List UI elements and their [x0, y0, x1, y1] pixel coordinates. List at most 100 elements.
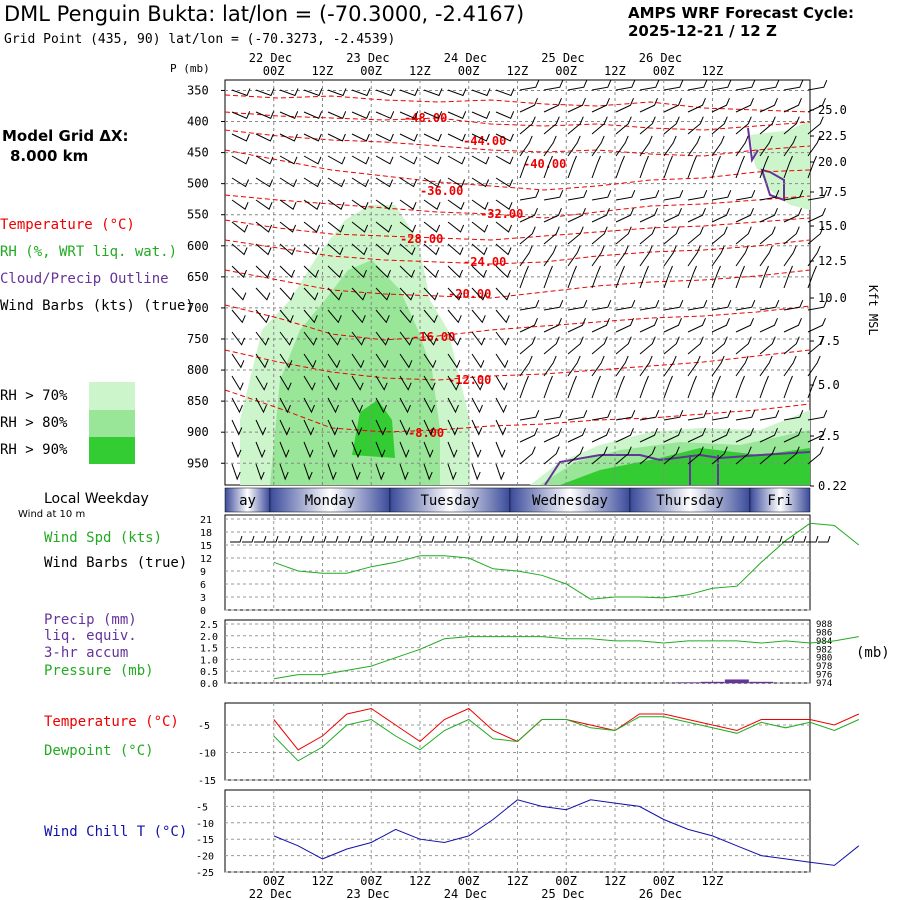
weekday-label: Local Weekday: [44, 491, 149, 507]
wind-barb: [423, 309, 438, 324]
surface-wind-barb: [698, 535, 711, 543]
wind-barb: [423, 221, 441, 233]
wind-barb: [567, 80, 588, 91]
wind-barb: [783, 265, 793, 289]
top-time-tick-label: 12Z: [312, 64, 334, 78]
wind-barb: [327, 88, 347, 97]
wind-barb: [711, 410, 732, 421]
wind-barb: [447, 331, 462, 346]
wind-chill-ytick: -5: [196, 802, 208, 813]
wind-barb: [567, 355, 581, 377]
wind-barb: [711, 355, 725, 377]
wind-barb: [735, 375, 745, 399]
wind-barb: [783, 318, 802, 333]
wind-barb: [783, 135, 797, 157]
wind-barb: [471, 375, 484, 391]
wind-barb: [375, 88, 395, 97]
wind-barb: [615, 375, 625, 399]
wind-barb: [735, 98, 754, 113]
wind-barb: [567, 190, 588, 201]
weekday-cell: [749, 487, 811, 513]
wind-barb: [807, 135, 821, 157]
wind-barb: [471, 177, 490, 188]
wind-barb: [783, 226, 800, 245]
wind-barb: [543, 80, 564, 91]
wind-barb: [591, 446, 608, 465]
wind-barb: [663, 355, 677, 377]
wind-barb: [591, 245, 605, 267]
wind-barb: [255, 397, 267, 414]
pressure-tick-label: 600: [187, 239, 209, 253]
wind-barb: [231, 133, 250, 142]
wind-barb: [591, 336, 608, 355]
wind-barb: [519, 375, 529, 399]
wind-barb: [639, 245, 653, 267]
weekday-label-1: Monday: [305, 493, 356, 509]
wind-barb: [591, 428, 610, 443]
wind-barb: [783, 375, 793, 399]
wind-barb: [495, 397, 507, 414]
wind-barb: [423, 199, 441, 210]
wind-barb: [447, 155, 466, 165]
wind-barb: [495, 243, 512, 256]
wind-barb: [687, 446, 704, 465]
wind-barb: [231, 221, 249, 233]
wind-barb: [759, 190, 780, 201]
wind-barb: [399, 441, 410, 459]
wind-barb: [711, 190, 732, 201]
wind-barb: [687, 116, 704, 135]
wind-barb: [543, 265, 553, 289]
wind-barb: [759, 245, 773, 267]
wind-barb: [663, 300, 684, 311]
wind-barb: [615, 245, 629, 267]
wind-barb: [255, 133, 274, 142]
wind-barb: [735, 226, 752, 245]
pressure-ytick: 974: [816, 679, 832, 689]
wind-barb: [759, 446, 776, 465]
wind-barb: [327, 309, 342, 324]
wind-barb: [255, 309, 270, 324]
wind-barb: [639, 116, 656, 135]
wind-ytick: 21: [200, 515, 212, 526]
wind-barb: [663, 428, 682, 443]
wind-barb: [807, 98, 826, 113]
wind-barb: [447, 199, 465, 210]
wind-barb: [639, 446, 656, 465]
wind-barb: [231, 331, 246, 346]
wind-barb: [327, 155, 346, 165]
wind-barb: [303, 331, 318, 346]
wind-barb: [447, 221, 465, 233]
wind-barb: [471, 111, 491, 119]
wind-barb: [807, 208, 826, 223]
wind-barb: [591, 300, 612, 311]
wind-barb: [471, 221, 489, 233]
wind-barb: [543, 300, 564, 311]
surface-wind-barb: [458, 535, 471, 543]
wind-barb: [543, 318, 562, 333]
weekday-label-2: Tuesday: [420, 493, 479, 509]
rh-shading-region: [560, 448, 810, 485]
wind-barb: [735, 428, 754, 443]
wind-barb: [303, 265, 319, 278]
pressure-ytick: 976: [816, 671, 832, 681]
wind-barb: [783, 98, 802, 113]
wind-barb: [495, 265, 511, 278]
isotherm-label: -8.00: [408, 426, 444, 440]
wind-barb: [255, 88, 275, 97]
bottom-time-tick-label: 00Z: [263, 874, 285, 888]
forecast-cycle-value: 2025-12-21 / 12 Z: [628, 22, 777, 40]
wind-barb: [639, 300, 660, 311]
isotherm-label: -12.00: [448, 373, 491, 387]
wind-barb: [567, 428, 586, 443]
wind-barb: [615, 410, 636, 421]
wind-barb: [639, 318, 658, 333]
wind-speed-label: Wind Spd (kts): [44, 530, 163, 546]
top-date-label: 22 Dec: [249, 51, 292, 65]
pressure-tick-label: 350: [187, 83, 209, 97]
height-tick-label: 25.0: [818, 103, 847, 117]
wind-barb: [519, 135, 533, 157]
wind-barb: [255, 375, 268, 391]
wind-barb: [471, 463, 481, 481]
wind-ytick: 12: [200, 554, 212, 565]
